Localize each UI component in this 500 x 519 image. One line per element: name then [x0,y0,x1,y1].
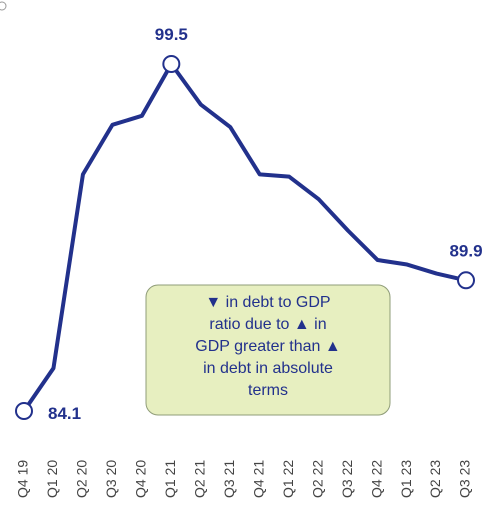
x-tick-label: Q4 19 [15,460,31,498]
x-tick-label: Q1 21 [162,460,178,498]
x-tick-label: Q2 21 [192,460,208,498]
data-label: 99.5 [155,25,188,44]
x-tick-label: Q2 23 [427,460,443,498]
x-tick-label: Q1 23 [398,460,414,498]
point-marker [457,271,475,290]
x-tick-label: Q2 20 [74,460,90,498]
x-tick-label: Q3 23 [457,460,473,498]
data-label: 84.1 [48,404,81,423]
x-tick-label: Q1 22 [280,460,296,498]
x-tick-label: Q2 22 [309,460,325,498]
data-label: 89.9 [449,241,482,260]
annotation-text: in debt in absolute [203,360,333,377]
annotation-text: terms [248,382,288,399]
line [22,62,467,413]
x-tick-label: Q3 22 [339,460,355,498]
corner-marker [0,1,7,11]
point-marker [15,402,33,420]
x-tick-label: Q4 22 [368,460,384,498]
annotation-box [145,284,391,416]
x-tick-label: Q1 20 [44,460,60,498]
annotation-text: GDP greater than ▲ [195,338,340,355]
annotation-text: ratio due to ▲ in [209,316,326,333]
x-tick-label: Q4 20 [133,460,149,498]
x-tick-label: Q4 21 [250,460,266,498]
x-tick-label: Q3 21 [221,460,237,498]
point-marker [162,55,181,73]
x-tick-label: Q3 20 [103,460,119,498]
annotation-text: ▼ in debt to GDP [205,294,330,311]
